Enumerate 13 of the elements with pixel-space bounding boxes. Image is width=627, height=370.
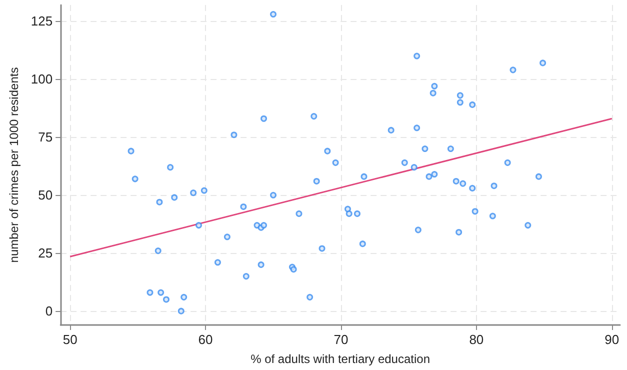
x-tick-label: 70: [334, 332, 348, 347]
y-tick-label: 125: [30, 14, 53, 29]
y-tick-label: 25: [38, 246, 53, 261]
y-tick-label: 75: [38, 130, 53, 145]
y-axis-title: number of crimes per 1000 residents: [7, 67, 21, 263]
x-tick-label: 80: [469, 332, 484, 347]
y-tick-label: 0: [45, 304, 53, 319]
x-tick-label: 90: [604, 332, 620, 347]
x-tick-label: 50: [62, 332, 78, 347]
y-tick-label: 100: [30, 72, 53, 87]
x-tick-label: 60: [198, 332, 213, 347]
y-tick-label: 50: [38, 188, 53, 203]
x-axis-title: % of adults with tertiary education: [250, 352, 430, 366]
